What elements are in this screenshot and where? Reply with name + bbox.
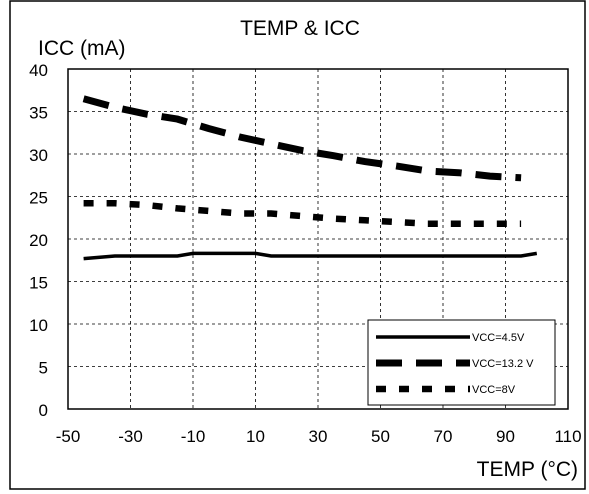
chart-title: TEMP & ICC — [240, 17, 360, 40]
x-tick-label: 30 — [309, 427, 328, 446]
legend-label-3: VCC=8V — [472, 384, 516, 396]
y-tick-label: 15 — [29, 274, 48, 293]
y-tick-label: 25 — [29, 189, 48, 208]
x-tick-labels: -50 -30 -10 10 30 50 70 90 110 — [56, 427, 582, 446]
y-tick-labels: 0 5 10 15 20 25 30 35 40 — [29, 61, 48, 420]
series-layer — [82, 95, 538, 261]
x-tick-label: 90 — [496, 427, 515, 446]
series-line-2 — [82, 95, 522, 182]
y-axis-label: ICC (mA) — [38, 37, 126, 60]
legend: VCC=4.5V VCC=13.2 V VCC=8V — [367, 319, 556, 406]
x-tick-label: -50 — [56, 427, 81, 446]
plot-area — [67, 68, 569, 410]
y-tick-label: 35 — [29, 104, 48, 123]
y-tick-label: 0 — [39, 401, 48, 420]
x-tick-label: -10 — [181, 427, 206, 446]
y-tick-label: 10 — [29, 316, 48, 335]
y-tick-label: 20 — [29, 231, 48, 250]
y-tick-label: 5 — [39, 359, 48, 378]
x-tick-label: -30 — [118, 427, 143, 446]
chart-frame — [9, 0, 586, 490]
x-tick-label: 110 — [554, 427, 581, 446]
x-axis-label: TEMP (°C) — [477, 458, 578, 481]
series-line-1 — [83, 251, 538, 261]
y-tick-label: 30 — [29, 146, 48, 165]
y-tick-label: 40 — [29, 61, 48, 80]
x-tick-label: 50 — [371, 427, 390, 446]
legend-label-1: VCC=4.5V — [472, 332, 525, 344]
x-tick-label: 70 — [434, 427, 453, 446]
grid — [68, 69, 568, 409]
legend-label-2: VCC=13.2 V — [472, 358, 534, 370]
x-tick-label: 10 — [246, 427, 265, 446]
series-line-3 — [83, 200, 522, 227]
